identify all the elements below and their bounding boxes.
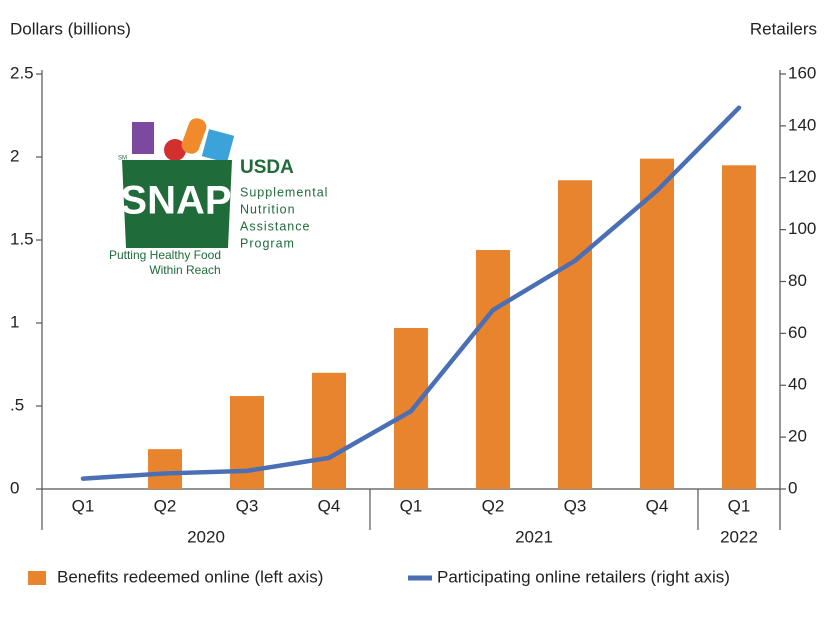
logo-icon: [132, 122, 154, 154]
legend-swatch: [28, 571, 46, 585]
y2-tick-label: 0: [788, 478, 797, 497]
bar: [312, 372, 346, 489]
bar: [230, 396, 264, 489]
x-tick-label: Q3: [236, 496, 259, 515]
logo-program: Supplemental: [240, 185, 328, 199]
logo-tagline: Putting Healthy Food: [109, 248, 221, 262]
logo-tagline: Within Reach: [149, 263, 220, 277]
y2-tick-label: 80: [788, 271, 807, 290]
group-label: 2022: [720, 527, 758, 546]
group-label: 2021: [515, 527, 553, 546]
y2-tick-label: 140: [788, 115, 816, 134]
logo-agency: USDA: [240, 157, 294, 178]
y2-tick-label: 40: [788, 375, 807, 394]
y2-tick-label: 60: [788, 323, 807, 342]
x-tick-label: Q4: [646, 496, 669, 515]
bar: [640, 158, 674, 489]
y-axis-label: Dollars (billions): [10, 19, 131, 38]
y-tick-label: 2.5: [10, 63, 34, 82]
logo-icon: [164, 139, 186, 161]
x-tick-label: Q3: [564, 496, 587, 515]
logo-program: Nutrition: [240, 202, 296, 216]
y2-tick-label: 160: [788, 63, 816, 82]
logo-badge: SNAP: [120, 179, 231, 223]
bar: [476, 249, 510, 489]
x-tick-label: Q4: [318, 496, 341, 515]
x-tick-label: Q2: [154, 496, 177, 515]
x-tick-label: Q1: [72, 496, 95, 515]
line: [80, 105, 742, 481]
y-tick-label: 2: [10, 146, 19, 165]
y2-tick-label: 120: [788, 167, 816, 186]
y2-tick-label: 100: [788, 219, 816, 238]
snap-logo: SNAP SM USDA Supplemental Nutrition Assi…: [108, 105, 348, 285]
y-tick-label: .5: [10, 395, 24, 414]
bar: [722, 165, 756, 490]
y2-tick-label: 20: [788, 427, 807, 446]
logo-icon: [181, 118, 207, 154]
y-tick-label: 1.5: [10, 229, 34, 248]
bar: [148, 449, 182, 489]
group-label: 2020: [187, 527, 225, 546]
y-tick-label: 1: [10, 312, 19, 331]
logo-icon: [201, 129, 235, 163]
logo-program: Program: [240, 236, 295, 250]
logo-mark: SM: [118, 156, 127, 162]
y2-axis-label: Retailers: [750, 19, 817, 38]
legend-label: Participating online retailers (right ax…: [437, 567, 730, 586]
x-tick-label: Q2: [482, 496, 505, 515]
x-tick-label: Q1: [400, 496, 423, 515]
y-tick-label: 0: [10, 478, 19, 497]
logo-bag: [122, 160, 232, 248]
logo-program: Assistance: [240, 219, 310, 233]
bar: [558, 180, 592, 490]
x-tick-label: Q1: [728, 496, 751, 515]
legend-label: Benefits redeemed online (left axis): [57, 567, 323, 586]
